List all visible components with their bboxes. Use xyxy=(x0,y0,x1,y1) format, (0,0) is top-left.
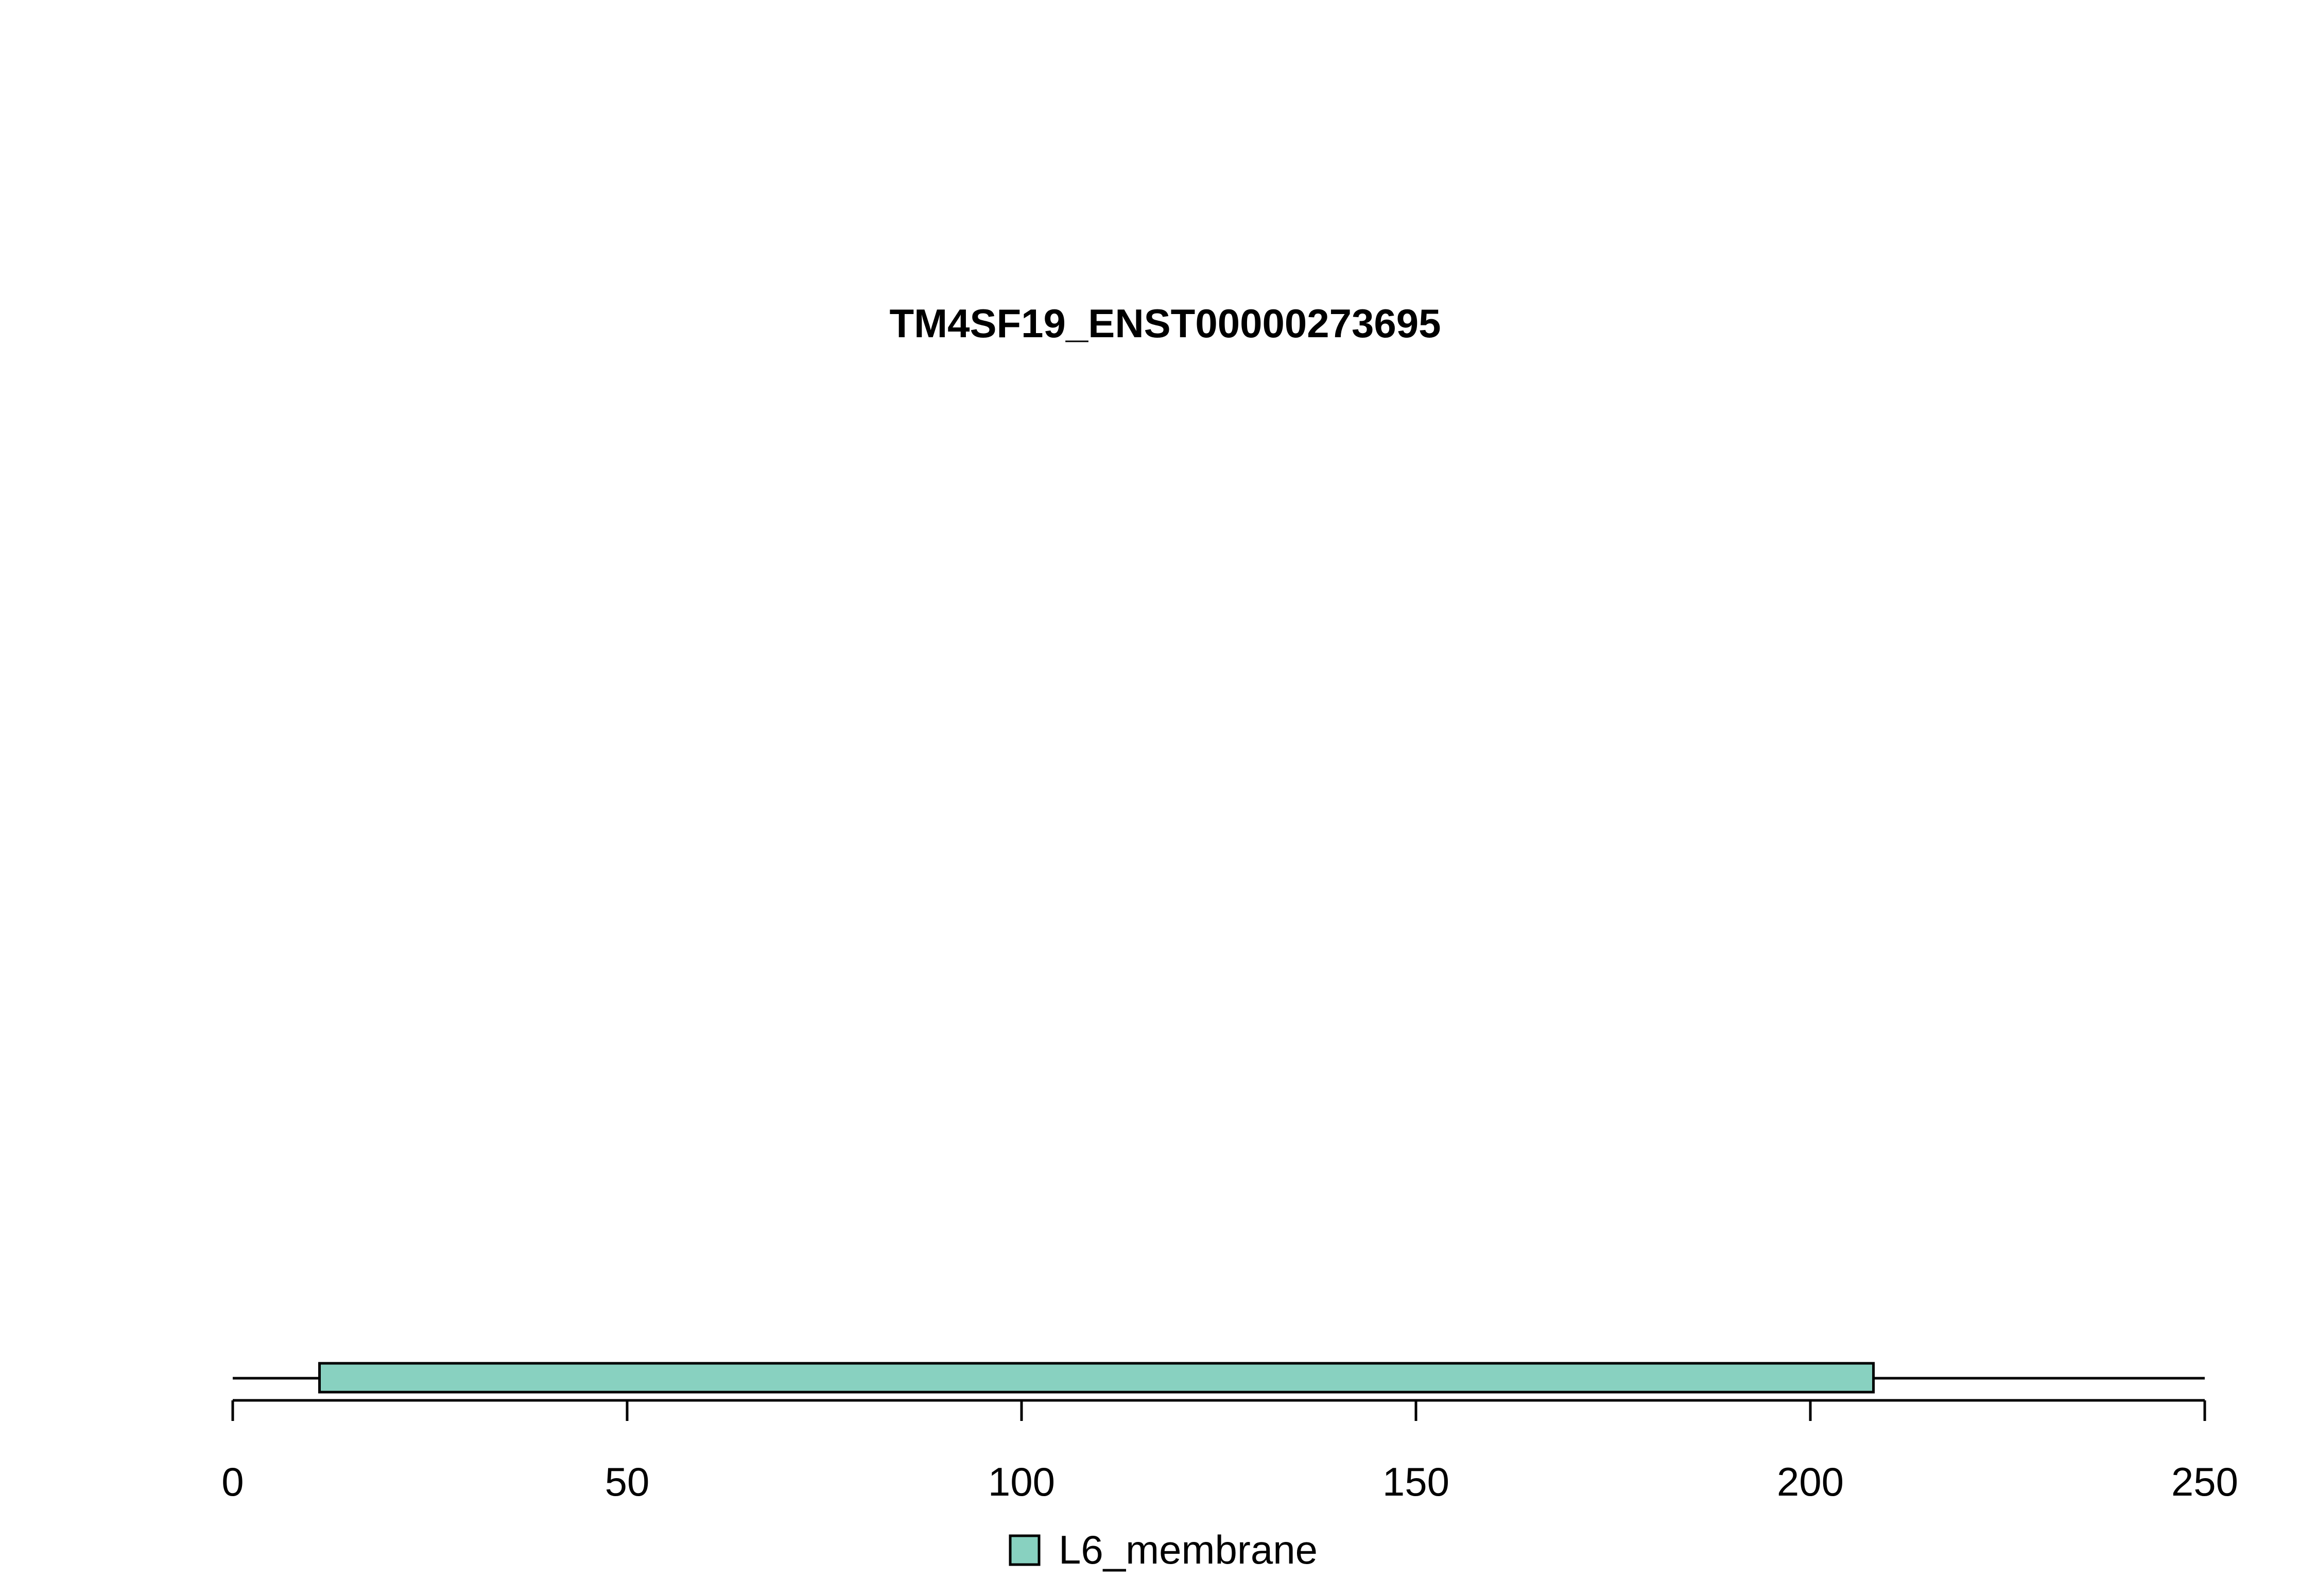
x-tick-label: 250 xyxy=(2171,1459,2238,1504)
legend-swatch xyxy=(1009,1534,1041,1566)
x-tick-label: 100 xyxy=(988,1459,1055,1504)
domain-l6-membrane xyxy=(318,1362,1875,1394)
legend: L6_membrane xyxy=(1009,1527,1318,1572)
x-tick-label: 150 xyxy=(1382,1459,1449,1504)
x-tick-label: 200 xyxy=(1777,1459,1844,1504)
x-tick-label: 50 xyxy=(605,1459,650,1504)
chart-title: TM4SF19_ENST00000273695 xyxy=(889,301,1441,346)
x-axis-ticks: 0 50 100 150 200 250 xyxy=(221,1400,2238,1504)
x-tick-label: 0 xyxy=(221,1459,244,1504)
legend-label: L6_membrane xyxy=(1059,1527,1318,1572)
domain-layer xyxy=(318,1362,1875,1394)
